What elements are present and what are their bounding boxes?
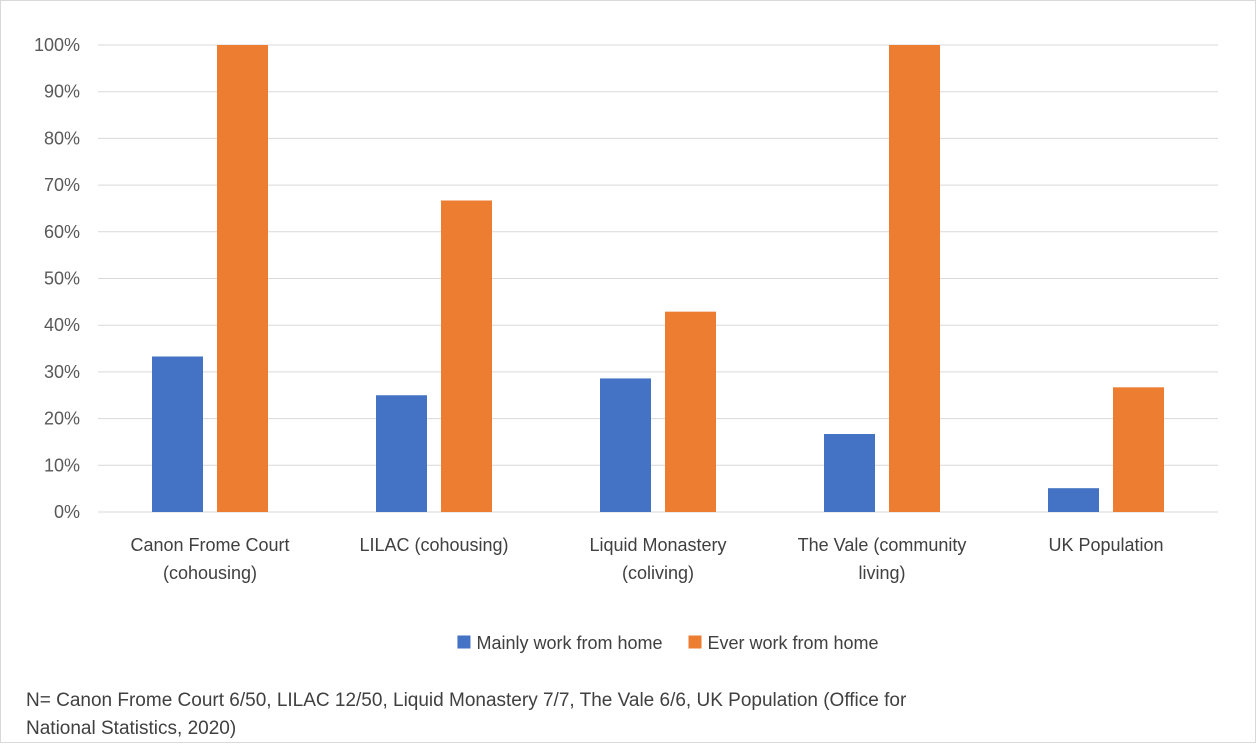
legend-swatch <box>457 635 471 649</box>
y-tick-label: 100% <box>34 35 80 55</box>
bar <box>376 395 427 512</box>
gridlines <box>98 44 1218 513</box>
footnote: N= Canon Frome Court 6/50, LILAC 12/50, … <box>26 690 907 739</box>
x-category-label: The Vale (community <box>798 535 967 555</box>
x-category-label: (cohousing) <box>163 563 257 583</box>
x-category-label: UK Population <box>1048 535 1163 555</box>
bar <box>824 434 875 512</box>
bar <box>441 200 492 513</box>
y-tick-label: 70% <box>44 175 80 195</box>
legend-label: Mainly work from home <box>476 633 662 653</box>
y-tick-label: 90% <box>44 82 80 102</box>
x-category-label: (coliving) <box>622 563 694 583</box>
bar <box>217 45 268 512</box>
x-axis-category-labels: Canon Frome Court (cohousing) LILAC (cohou… <box>130 535 1163 583</box>
y-tick-label: 60% <box>44 222 80 242</box>
bar <box>889 45 940 512</box>
legend-swatch <box>688 635 702 649</box>
legend-label: Ever work from home <box>708 633 879 653</box>
bar <box>1048 488 1099 512</box>
bar <box>152 356 203 512</box>
x-category-label: Liquid Monastery <box>589 535 726 555</box>
bar <box>600 378 651 512</box>
y-tick-label: 50% <box>44 269 80 289</box>
y-tick-label: 20% <box>44 409 80 429</box>
y-tick-label: 30% <box>44 362 80 382</box>
bar <box>665 311 716 512</box>
y-tick-label: 40% <box>44 315 80 335</box>
bar <box>1113 387 1164 512</box>
y-tick-label: 10% <box>44 455 80 475</box>
x-category-label: Canon Frome Court <box>130 535 289 555</box>
y-axis-tick-labels: 0% 10% 20% 30% 40% 50% 60% 70% 80% 90% 100% <box>34 35 80 522</box>
x-category-label: living) <box>858 563 905 583</box>
legend: Mainly work from home Ever work from home <box>457 633 879 653</box>
bars <box>152 45 1164 513</box>
x-category-label: LILAC (cohousing) <box>359 535 508 555</box>
y-tick-label: 80% <box>44 128 80 148</box>
y-tick-label: 0% <box>54 502 80 522</box>
